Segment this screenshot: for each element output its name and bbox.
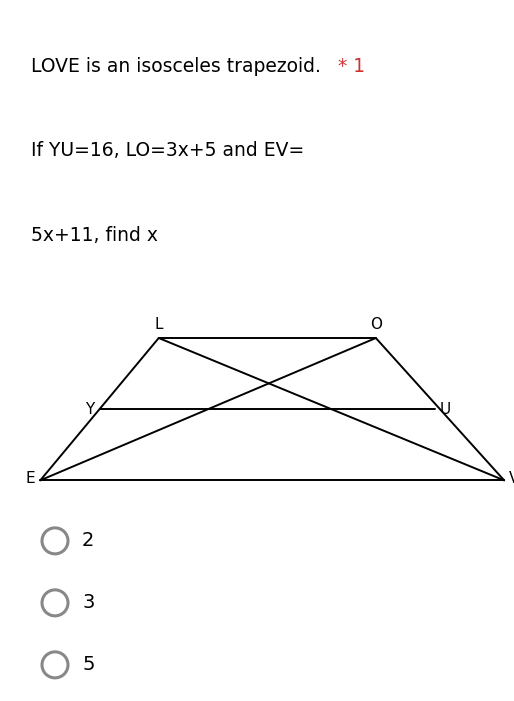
- Text: If YU=16, LO=3x+5 and EV=: If YU=16, LO=3x+5 and EV=: [31, 141, 304, 161]
- Text: 5x+11, find x: 5x+11, find x: [31, 226, 158, 245]
- Text: L: L: [155, 317, 163, 332]
- Text: E: E: [26, 471, 35, 486]
- Text: * 1: * 1: [332, 57, 364, 76]
- Text: V: V: [509, 471, 514, 486]
- Text: 5: 5: [82, 655, 95, 674]
- Text: O: O: [370, 317, 382, 332]
- Text: LOVE is an isosceles trapezoid.: LOVE is an isosceles trapezoid.: [31, 57, 321, 76]
- Text: 3: 3: [82, 593, 95, 613]
- Text: U: U: [440, 402, 451, 416]
- Text: Y: Y: [85, 402, 95, 416]
- Text: 2: 2: [82, 531, 95, 550]
